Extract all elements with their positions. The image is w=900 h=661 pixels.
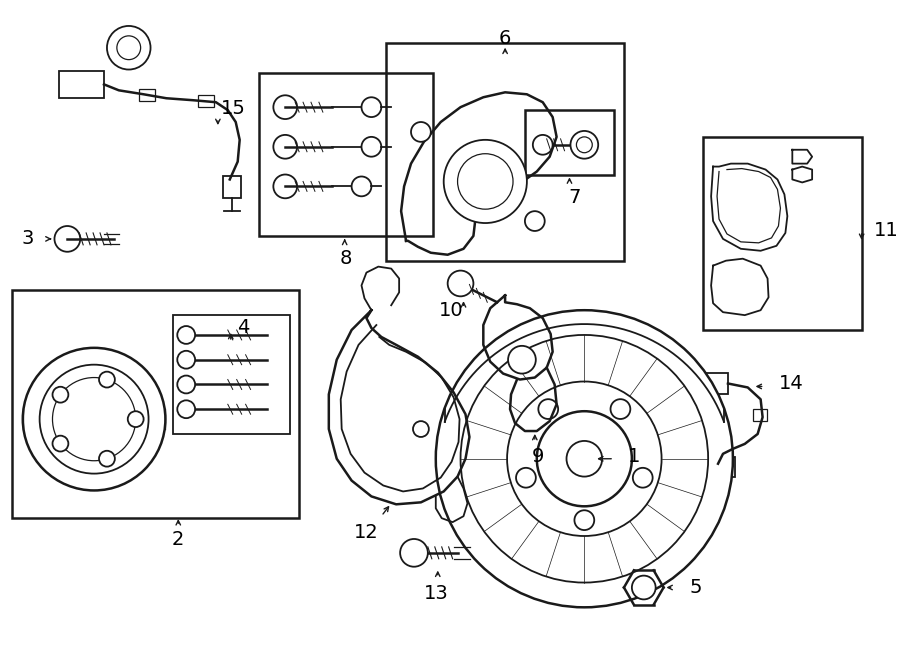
Circle shape [571,131,598,159]
Circle shape [413,421,428,437]
Circle shape [576,137,592,153]
Circle shape [362,137,382,157]
Text: 11: 11 [874,221,898,241]
Circle shape [99,371,115,387]
Circle shape [107,26,150,69]
Circle shape [447,270,473,296]
Circle shape [117,36,140,59]
Circle shape [507,381,662,536]
Circle shape [274,135,297,159]
Circle shape [400,539,428,566]
Circle shape [40,365,148,474]
Circle shape [99,451,115,467]
Circle shape [362,97,382,117]
Circle shape [52,436,68,451]
Bar [693,373,728,395]
Text: 10: 10 [439,301,464,320]
Bar [386,43,624,260]
Circle shape [632,576,655,600]
Circle shape [610,399,630,419]
Circle shape [574,510,594,530]
Bar [259,73,433,236]
Bar [59,71,104,98]
Text: 6: 6 [499,29,511,48]
Circle shape [533,135,553,155]
Circle shape [566,441,602,477]
Bar [223,176,240,198]
Circle shape [525,211,544,231]
Circle shape [177,326,195,344]
Text: 2: 2 [172,531,184,549]
Text: 9: 9 [532,447,544,466]
Text: 7: 7 [568,188,580,207]
Text: 8: 8 [339,249,352,268]
Bar [703,137,861,330]
Circle shape [55,226,80,252]
Circle shape [461,335,708,582]
Text: 15: 15 [221,98,247,118]
Circle shape [444,140,526,223]
Text: 13: 13 [423,584,448,603]
Bar [706,457,735,477]
Circle shape [411,122,431,142]
Text: 5: 5 [689,578,702,597]
Circle shape [22,348,166,490]
Bar [12,290,299,518]
Bar [198,95,214,107]
Circle shape [274,175,297,198]
Circle shape [536,411,632,506]
Circle shape [274,95,297,119]
Text: 4: 4 [238,317,250,336]
Circle shape [128,411,144,427]
Text: 1: 1 [628,447,640,466]
Circle shape [516,468,536,488]
Bar [139,89,155,101]
Text: 12: 12 [354,523,379,541]
Circle shape [508,346,536,373]
Circle shape [177,401,195,418]
Circle shape [352,176,372,196]
Text: 3: 3 [22,229,33,249]
Circle shape [436,310,733,607]
Circle shape [177,375,195,393]
Circle shape [52,377,136,461]
Bar [752,409,767,421]
Text: 14: 14 [778,374,803,393]
Circle shape [633,468,652,488]
Circle shape [457,154,513,209]
Circle shape [177,351,195,369]
Circle shape [52,387,68,403]
Circle shape [67,391,122,447]
Circle shape [538,399,558,419]
Bar [174,315,290,434]
Bar [525,110,614,175]
